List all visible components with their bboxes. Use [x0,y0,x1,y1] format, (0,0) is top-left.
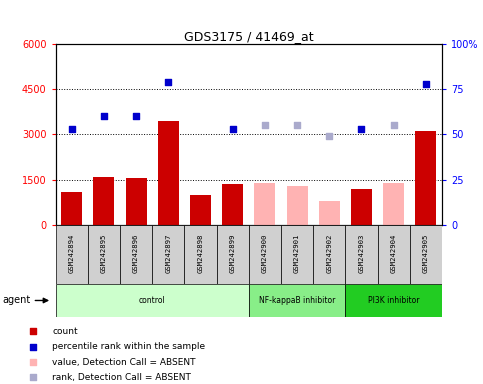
Text: GSM242902: GSM242902 [326,233,332,273]
Bar [190,195,211,225]
Bar [415,131,436,225]
Point [68,126,75,132]
Bar [383,182,404,225]
Bar [313,225,345,284]
Point [293,122,301,128]
Text: GSM242905: GSM242905 [423,233,429,273]
Bar [222,184,243,225]
Bar [345,225,378,284]
Bar [152,225,185,284]
Text: GSM242900: GSM242900 [262,233,268,273]
Bar [61,192,82,225]
Bar [286,185,308,225]
Bar [351,189,372,225]
Bar [126,178,146,225]
Text: GSM242897: GSM242897 [165,233,171,273]
Bar [185,225,216,284]
Bar [249,225,281,284]
Text: NF-kappaB inhibitor: NF-kappaB inhibitor [259,296,335,305]
Text: value, Detection Call = ABSENT: value, Detection Call = ABSENT [53,358,196,367]
Text: PI3K inhibitor: PI3K inhibitor [368,296,419,305]
Text: agent: agent [2,295,30,306]
Text: rank, Detection Call = ABSENT: rank, Detection Call = ABSENT [53,373,191,382]
Bar [56,225,88,284]
Text: GSM242896: GSM242896 [133,233,139,273]
Bar [158,121,179,225]
Point [326,133,333,139]
Title: GDS3175 / 41469_at: GDS3175 / 41469_at [184,30,313,43]
Bar [56,284,249,317]
Text: percentile rank within the sample: percentile rank within the sample [53,342,206,351]
Text: GSM242895: GSM242895 [101,233,107,273]
Bar [88,225,120,284]
Point [390,122,398,128]
Bar [255,182,275,225]
Point [229,126,237,132]
Point [357,126,365,132]
Bar [249,284,345,317]
Bar [93,177,114,225]
Text: GSM242903: GSM242903 [358,233,365,273]
Point [29,359,37,365]
Bar [120,225,152,284]
Bar [345,284,442,317]
Bar [216,225,249,284]
Point [29,344,37,350]
Point [100,113,108,119]
Text: control: control [139,296,166,305]
Text: GSM242901: GSM242901 [294,233,300,273]
Point [261,122,269,128]
Bar [410,225,442,284]
Point [29,374,37,381]
Bar [319,200,340,225]
Point [422,81,430,87]
Point [29,328,37,334]
Point [132,113,140,119]
Text: GSM242898: GSM242898 [198,233,203,273]
Text: GSM242904: GSM242904 [391,233,397,273]
Bar [378,225,410,284]
Bar [281,225,313,284]
Text: count: count [53,327,78,336]
Point [164,79,172,85]
Text: GSM242899: GSM242899 [229,233,236,273]
Text: GSM242894: GSM242894 [69,233,75,273]
